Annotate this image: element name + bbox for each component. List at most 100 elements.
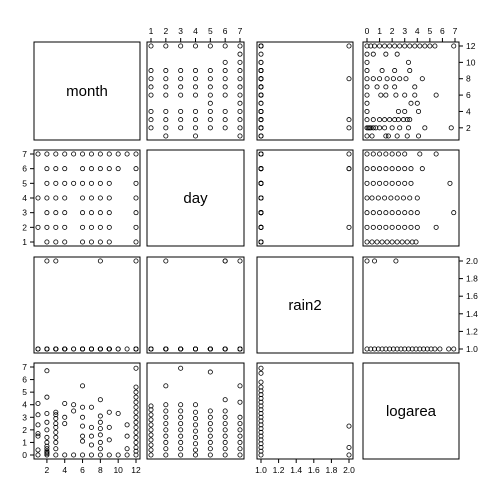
data-point	[395, 240, 399, 244]
data-point	[223, 440, 227, 444]
panel-1-2	[257, 150, 353, 246]
data-point	[403, 225, 407, 229]
data-point	[63, 347, 67, 351]
data-point	[448, 181, 452, 185]
data-point	[365, 60, 369, 64]
data-point	[98, 167, 102, 171]
data-point	[208, 109, 212, 113]
data-point	[80, 211, 84, 215]
tick-label-right-rain2: 1.2	[466, 326, 478, 336]
data-point	[238, 44, 242, 48]
data-point	[433, 44, 437, 48]
data-point	[149, 347, 153, 351]
tick-label-right-rain2: 1.4	[466, 309, 478, 319]
data-point	[208, 77, 212, 81]
tick-label-left-logarea: 3	[22, 412, 27, 422]
data-point	[377, 167, 381, 171]
data-point	[149, 453, 153, 457]
data-point	[149, 433, 153, 437]
data-point	[259, 152, 263, 156]
data-point	[223, 428, 227, 432]
data-point	[413, 93, 417, 97]
tick-label-bottom-rain2: 2.0	[343, 465, 355, 475]
data-point	[98, 211, 102, 215]
data-point	[208, 409, 212, 413]
data-point	[238, 421, 242, 425]
data-point	[365, 118, 369, 122]
data-point	[89, 347, 93, 351]
data-point	[376, 196, 380, 200]
data-point	[365, 225, 369, 229]
data-point	[134, 420, 138, 424]
data-point	[383, 118, 387, 122]
variable-label-rain2: rain2	[288, 297, 321, 314]
tick-label-right-rain2: 1.8	[466, 274, 478, 284]
data-point	[409, 211, 413, 215]
data-point	[415, 196, 419, 200]
data-point	[80, 152, 84, 156]
data-point	[390, 181, 394, 185]
data-point	[452, 211, 456, 215]
data-point	[238, 415, 242, 419]
data-point	[134, 415, 138, 419]
data-point	[365, 68, 369, 72]
data-point	[164, 415, 168, 419]
data-point	[259, 167, 263, 171]
data-point	[238, 101, 242, 105]
data-point	[63, 240, 67, 244]
data-point	[223, 434, 227, 438]
data-point	[164, 126, 168, 130]
data-point	[89, 453, 93, 457]
data-point	[394, 93, 398, 97]
data-point	[415, 211, 419, 215]
panel-3-0	[34, 363, 140, 459]
data-point	[54, 447, 58, 451]
data-point	[404, 77, 408, 81]
data-point	[223, 421, 227, 425]
panel-2-1	[147, 257, 244, 353]
data-point	[371, 77, 375, 81]
tick-label-bottom-rain2: 1.6	[308, 465, 320, 475]
data-point	[125, 447, 129, 451]
data-point	[208, 118, 212, 122]
data-point	[125, 434, 129, 438]
data-point	[396, 109, 400, 113]
data-point	[406, 126, 410, 130]
data-point	[347, 44, 351, 48]
data-point	[259, 101, 263, 105]
data-point	[36, 401, 40, 405]
data-point	[408, 68, 412, 72]
data-point	[208, 440, 212, 444]
data-point	[384, 225, 388, 229]
data-point	[98, 440, 102, 444]
data-point	[164, 384, 168, 388]
data-point	[149, 448, 153, 452]
data-point	[386, 134, 390, 138]
panel-1-3	[363, 150, 459, 246]
tick-label-bottom-month: 8	[98, 465, 103, 475]
data-point	[259, 109, 263, 113]
data-point	[80, 405, 84, 409]
data-point	[89, 434, 93, 438]
data-point	[36, 225, 40, 229]
data-point	[45, 167, 49, 171]
data-point	[259, 77, 263, 81]
data-point	[36, 413, 40, 417]
data-point	[395, 134, 399, 138]
tick-label-bottom-month: 2	[45, 465, 50, 475]
data-point	[394, 259, 398, 263]
data-point	[149, 44, 153, 48]
data-point	[36, 432, 40, 436]
data-point	[54, 196, 58, 200]
data-point	[179, 109, 183, 113]
data-point	[259, 366, 263, 370]
data-point	[134, 259, 138, 263]
data-point	[371, 52, 375, 56]
data-point	[259, 52, 263, 56]
data-point	[179, 421, 183, 425]
data-point	[385, 77, 389, 81]
data-point	[208, 428, 212, 432]
data-point	[409, 181, 413, 185]
data-point	[63, 167, 67, 171]
data-point	[134, 181, 138, 185]
